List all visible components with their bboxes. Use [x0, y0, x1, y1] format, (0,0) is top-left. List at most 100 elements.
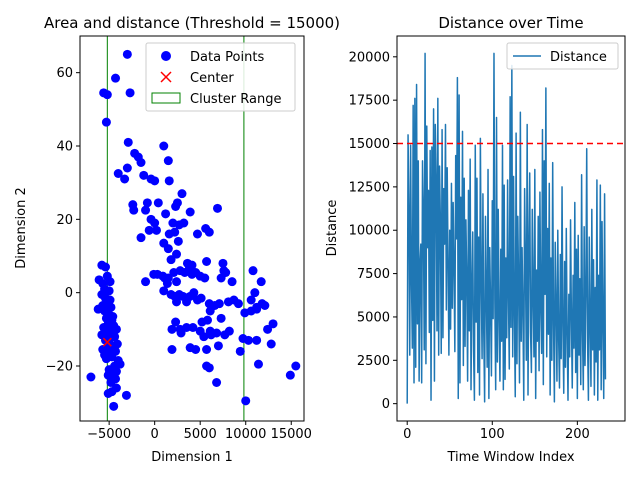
data-point: [167, 324, 177, 334]
data-point: [177, 189, 187, 199]
data-point: [216, 313, 226, 323]
x-tick-label: 0: [403, 427, 411, 442]
data-point: [197, 317, 207, 327]
data-point: [122, 163, 132, 173]
y-tick-label: 12500: [349, 180, 390, 195]
data-point: [204, 227, 214, 237]
data-point: [256, 277, 266, 287]
data-point: [253, 359, 263, 369]
data-point: [185, 207, 195, 217]
data-point: [144, 225, 154, 235]
data-point: [100, 262, 110, 272]
data-point: [173, 236, 183, 246]
data-point: [243, 335, 253, 345]
data-point: [204, 363, 214, 373]
y-tick-label: 40: [56, 140, 73, 155]
data-point: [235, 346, 245, 356]
data-point: [227, 277, 237, 287]
data-point: [233, 299, 243, 309]
center-marker: [102, 337, 112, 347]
data-point: [200, 273, 210, 283]
x-tick-label: 5000: [184, 427, 217, 442]
data-point: [123, 137, 133, 147]
data-point: [202, 257, 212, 266]
data-point: [212, 378, 222, 387]
data-points: [86, 49, 301, 411]
data-point: [159, 286, 169, 296]
data-point: [202, 345, 212, 354]
data-point: [111, 73, 121, 83]
x-tick-label: 10000: [225, 427, 266, 442]
scatter-panel: −5000 0 5000 10000 15000 −20 0 20 40 60 Area and…: [14, 14, 340, 465]
data-point: [172, 249, 182, 259]
legend-rect-icon: [151, 92, 181, 104]
y-tick-label: 17500: [349, 94, 390, 109]
data-point: [192, 229, 202, 239]
data-point: [172, 277, 182, 287]
y-tick-label: −20: [46, 360, 73, 375]
line-panel: 0 100 200 0 2500 5000 7500 10000 12500 15000 1750…: [325, 14, 626, 465]
data-point: [182, 323, 192, 332]
legend-distance: Distance: [550, 50, 607, 65]
data-point: [252, 302, 262, 312]
data-point: [241, 396, 251, 406]
data-point: [216, 273, 226, 283]
y-tick-label: 2500: [357, 354, 390, 369]
line-x-ticks: 0 100 200: [403, 421, 590, 442]
data-point: [141, 277, 151, 287]
data-point: [170, 227, 180, 237]
data-point: [263, 324, 273, 334]
data-point: [166, 255, 176, 265]
data-point: [250, 288, 260, 298]
data-point: [189, 288, 199, 298]
line-title: Distance over Time: [438, 14, 583, 32]
data-point: [139, 170, 149, 180]
y-tick-label: 60: [56, 66, 73, 81]
data-point: [179, 218, 189, 228]
y-tick-label: 20000: [349, 50, 390, 65]
legend-data-points: Data Points: [190, 50, 264, 65]
x-tick-label: 15000: [271, 427, 312, 442]
data-point: [162, 279, 172, 288]
scatter-x-ticks: −5000 0 5000 10000 15000: [87, 421, 312, 442]
y-tick-label: 20: [56, 213, 73, 228]
data-point: [171, 317, 181, 327]
data-point: [285, 370, 295, 380]
y-tick-label: 5000: [357, 310, 390, 325]
data-point: [219, 266, 229, 276]
legend-x-icon: [160, 71, 172, 83]
data-point: [252, 335, 262, 345]
legend-cluster-range: Cluster Range: [190, 92, 281, 107]
data-point: [121, 390, 131, 400]
data-point: [103, 389, 113, 398]
scatter-y-label: Dimension 2: [14, 187, 29, 269]
data-point: [164, 176, 174, 186]
distance-series-line: [406, 52, 607, 404]
x-tick-label: 0: [151, 427, 159, 442]
line-frame: [396, 35, 626, 422]
data-point: [122, 49, 132, 59]
scatter-legend-box: [145, 42, 296, 112]
line-y-ticks: 0 2500 5000 7500 10000 12500 15000 17500 20000: [349, 50, 397, 412]
data-point: [150, 218, 160, 228]
data-point: [86, 372, 96, 382]
data-point: [214, 299, 224, 309]
y-tick-label: 0: [382, 397, 390, 412]
scatter-title: Area and distance (Threshold = 15000): [44, 14, 340, 32]
data-point: [125, 88, 135, 98]
data-point: [163, 156, 173, 166]
y-tick-label: 15000: [349, 137, 390, 152]
data-point: [102, 90, 112, 100]
scatter-frame: [79, 35, 305, 422]
data-point: [218, 258, 228, 268]
data-point: [153, 198, 163, 208]
data-point: [104, 286, 114, 296]
data-point: [172, 297, 182, 307]
data-point: [129, 205, 139, 215]
data-point: [172, 198, 182, 208]
data-point: [113, 169, 123, 178]
center-x-stroke: [102, 337, 112, 347]
y-tick-label: 7500: [357, 267, 390, 282]
data-point: [248, 266, 258, 276]
data-point: [191, 345, 201, 354]
